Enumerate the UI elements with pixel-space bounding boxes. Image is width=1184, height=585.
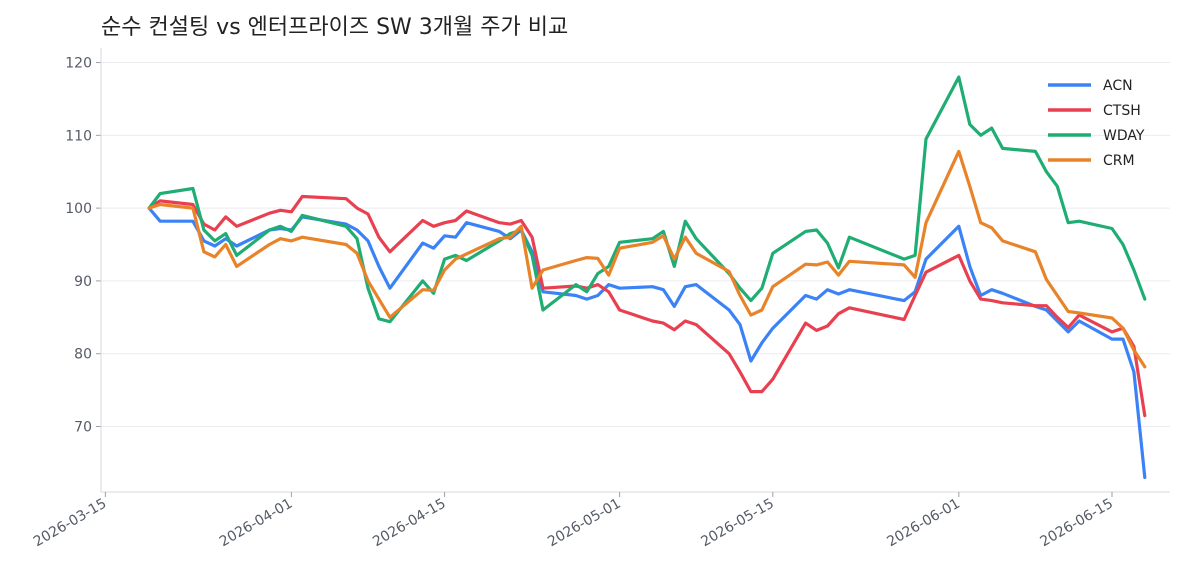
x-tick-label: 2026-04-15 — [370, 496, 448, 551]
chart-title: 순수 컨설팅 vs 엔터프라이즈 SW 3개월 주가 비교 — [101, 15, 569, 40]
y-tick-label: 110 — [65, 128, 92, 144]
x-tick-label: 2026-05-15 — [698, 496, 776, 551]
x-tick-label: 2026-06-15 — [1038, 496, 1116, 551]
series-line-crm — [147, 149, 1147, 369]
x-tick-label: 2026-05-01 — [545, 496, 623, 551]
legend-label-acn: ACN — [1103, 78, 1133, 94]
legend: ACN CTSH WDAY CRM — [1048, 78, 1145, 169]
grid-layer — [101, 62, 1170, 427]
y-tick-label: 80 — [74, 347, 92, 363]
y-tick-label: 100 — [65, 201, 92, 217]
legend-label-wday: WDAY — [1103, 128, 1145, 144]
series-line-wday — [147, 75, 1147, 324]
legend-label-crm: CRM — [1103, 153, 1135, 169]
series-layer — [147, 75, 1147, 479]
x-tick-label: 2026-06-01 — [884, 496, 962, 551]
y-tick-label: 120 — [65, 56, 92, 72]
y-tick-label: 70 — [74, 419, 92, 435]
axis-layer: 70 80 90 100 110 120 2026-03-15 2026-04-01 2026-… — [31, 48, 1170, 550]
x-tick-label: 2026-04-01 — [217, 496, 295, 551]
legend-label-ctsh: CTSH — [1103, 103, 1141, 119]
series-line-ctsh — [147, 194, 1147, 418]
series-line-acn — [147, 206, 1147, 479]
y-tick-label: 90 — [74, 274, 92, 290]
x-tick-label: 2026-03-15 — [31, 496, 109, 551]
